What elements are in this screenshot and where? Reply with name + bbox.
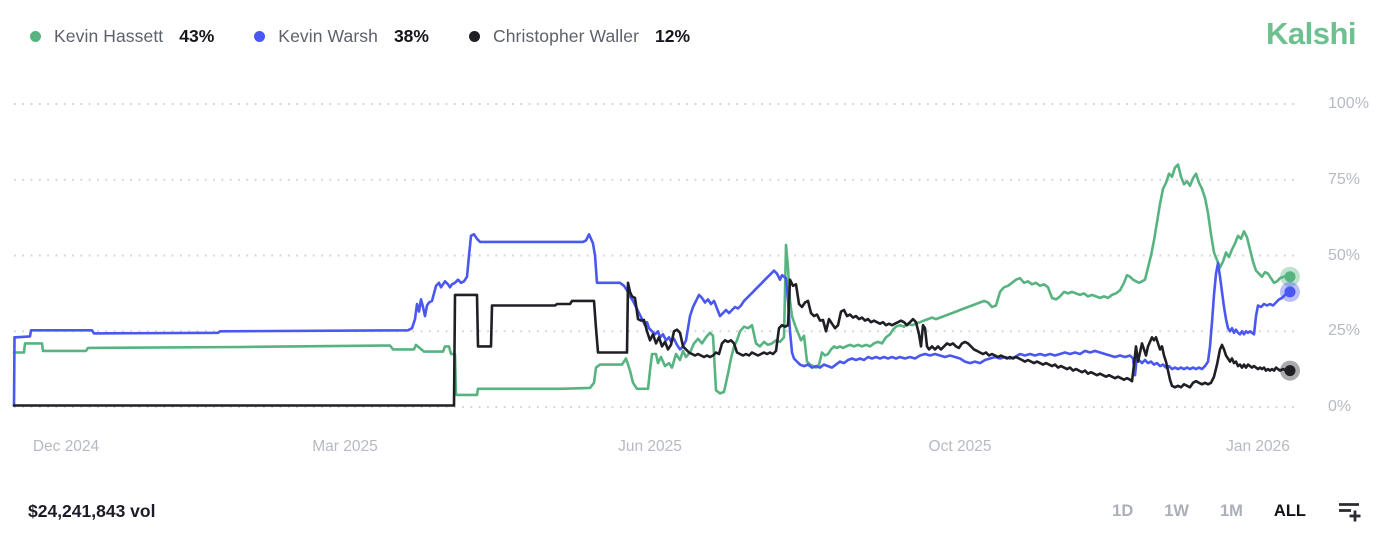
legend-value: 12% [655, 26, 691, 46]
kalshi-logo[interactable]: Kalshi [1265, 16, 1357, 51]
end-dot-christopher-waller [1284, 365, 1296, 377]
end-dot-kevin-warsh [1284, 286, 1296, 298]
x-axis-label-oct-2025: Oct 2025 [928, 438, 992, 455]
series-line-kevin-hassett [12, 163, 1292, 397]
legend-item-kevin-warsh[interactable]: Kevin Warsh 38% [254, 26, 429, 47]
x-axis-label-jun-2025: Jun 2025 [618, 438, 682, 455]
x-axis-label-jan-2026: Jan 2026 [1226, 438, 1290, 455]
range-button-1m[interactable]: 1M [1219, 500, 1244, 523]
x-axis-label-mar-2025: Mar 2025 [312, 438, 378, 455]
legend-name: Kevin Warsh [278, 26, 378, 46]
range-button-all[interactable]: ALL [1273, 500, 1307, 523]
legend-value: 43% [179, 26, 215, 46]
y-axis-label-0%: 0% [1328, 398, 1352, 415]
y-axis-label-100%: 100% [1328, 95, 1369, 112]
warsh-series-dot-icon [254, 31, 266, 42]
legend: Kevin Hassett 43% Kevin Warsh 38% Christ… [30, 26, 690, 47]
y-axis-label-25%: 25% [1328, 322, 1361, 340]
waller-series-dot-icon [468, 31, 480, 42]
legend-value: 38% [393, 26, 429, 46]
x-axis-label-dec-2024: Dec 2024 [32, 438, 100, 455]
y-axis-label-50%: 50% [1328, 246, 1361, 264]
time-range-selector: 1D 1W 1M ALL [1111, 498, 1362, 524]
y-axis-label-75%: 75% [1328, 170, 1361, 188]
legend-name: Christopher Waller [492, 26, 640, 46]
volume-label: $24,241,843 vol [28, 501, 156, 521]
series-line-kevin-warsh [12, 233, 1292, 407]
range-button-1w[interactable]: 1W [1163, 500, 1190, 523]
end-dot-kevin-hassett [1284, 271, 1296, 283]
range-button-1d[interactable]: 1D [1111, 500, 1134, 523]
legend-name: Kevin Hassett [54, 26, 164, 46]
add-comparison-icon[interactable] [1336, 498, 1362, 524]
series-line-christopher-waller [12, 278, 1292, 407]
hassett-series-dot-icon [30, 31, 41, 42]
legend-item-christopher-waller[interactable]: Christopher Waller 12% [468, 26, 691, 47]
legend-item-kevin-hassett[interactable]: Kevin Hassett 43% [30, 26, 214, 47]
